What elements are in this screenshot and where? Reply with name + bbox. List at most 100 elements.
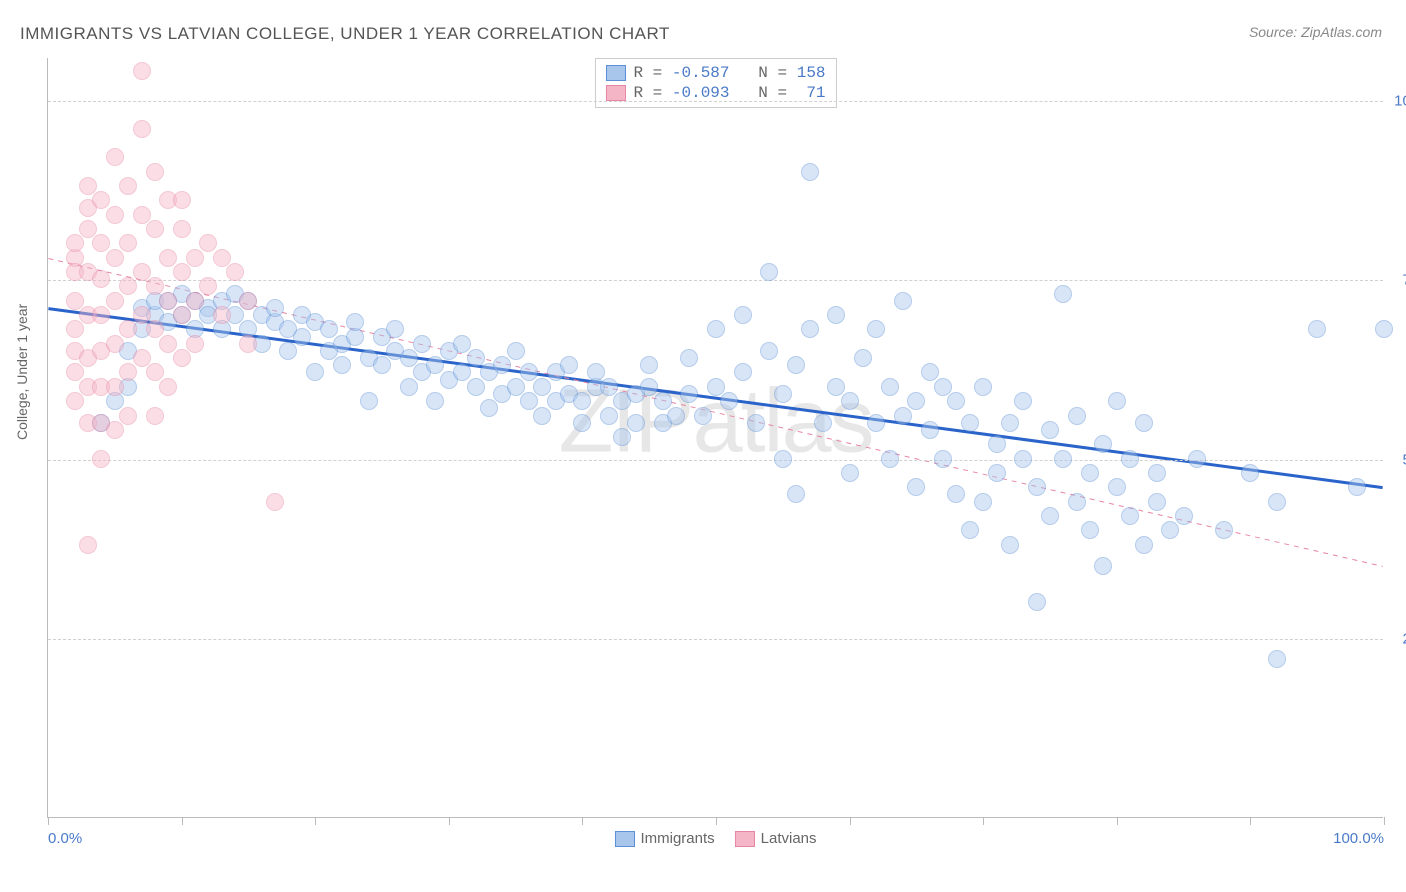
data-point [92, 306, 110, 324]
legend-item: Immigrants [614, 830, 714, 847]
data-point [854, 349, 872, 367]
x-tick-label: 100.0% [1333, 830, 1384, 847]
data-point [1188, 450, 1206, 468]
data-point [894, 407, 912, 425]
data-point [1148, 464, 1166, 482]
data-point [79, 177, 97, 195]
data-point [173, 349, 191, 367]
data-point [239, 292, 257, 310]
data-point [1121, 507, 1139, 525]
data-point [627, 414, 645, 432]
source-attribution: Source: ZipAtlas.com [1249, 24, 1382, 40]
data-point [760, 263, 778, 281]
data-point [159, 378, 177, 396]
x-tick [1250, 817, 1251, 825]
gridline [48, 460, 1383, 461]
data-point [146, 220, 164, 238]
data-point [106, 206, 124, 224]
data-point [947, 485, 965, 503]
data-point [92, 191, 110, 209]
data-point [707, 378, 725, 396]
data-point [694, 407, 712, 425]
data-point [373, 356, 391, 374]
data-point [1001, 414, 1019, 432]
data-point [400, 349, 418, 367]
data-point [159, 292, 177, 310]
data-point [66, 320, 84, 338]
data-point [907, 392, 925, 410]
data-point [213, 249, 231, 267]
data-point [1054, 450, 1072, 468]
data-point [346, 313, 364, 331]
data-point [467, 349, 485, 367]
stats-text: R = -0.093 N = 71 [633, 84, 825, 102]
legend-swatch [735, 831, 755, 847]
data-point [520, 392, 538, 410]
data-point [1135, 536, 1153, 554]
data-point [507, 342, 525, 360]
data-point [66, 392, 84, 410]
data-point [173, 263, 191, 281]
data-point [1161, 521, 1179, 539]
data-point [1241, 464, 1259, 482]
gridline [48, 101, 1383, 102]
data-point [106, 292, 124, 310]
data-point [119, 320, 137, 338]
data-point [774, 450, 792, 468]
x-tick-label: 0.0% [48, 830, 82, 847]
data-point [467, 378, 485, 396]
data-point [787, 356, 805, 374]
data-point [133, 62, 151, 80]
data-point [734, 306, 752, 324]
data-point [734, 363, 752, 381]
data-point [894, 292, 912, 310]
data-point [1268, 650, 1286, 668]
data-point [293, 328, 311, 346]
data-point [707, 320, 725, 338]
data-point [774, 385, 792, 403]
data-point [720, 392, 738, 410]
data-point [146, 363, 164, 381]
data-point [199, 277, 217, 295]
data-point [600, 378, 618, 396]
data-point [600, 407, 618, 425]
data-point [667, 407, 685, 425]
data-point [921, 421, 939, 439]
data-point [1121, 450, 1139, 468]
data-point [186, 292, 204, 310]
x-tick [1117, 817, 1118, 825]
data-point [119, 407, 137, 425]
data-point [320, 320, 338, 338]
stats-row: R = -0.093 N = 71 [605, 83, 825, 103]
data-point [146, 163, 164, 181]
data-point [934, 450, 952, 468]
data-point [947, 392, 965, 410]
data-point [1068, 407, 1086, 425]
data-point [119, 277, 137, 295]
data-point [360, 392, 378, 410]
data-point [1081, 464, 1099, 482]
data-point [533, 407, 551, 425]
data-point [1068, 493, 1086, 511]
x-tick [48, 817, 49, 825]
y-axis-label: College, Under 1 year [14, 304, 30, 440]
data-point [988, 435, 1006, 453]
data-point [106, 249, 124, 267]
data-point [1028, 478, 1046, 496]
data-point [841, 392, 859, 410]
data-point [306, 363, 324, 381]
data-point [827, 306, 845, 324]
y-tick-label: 75.0% [1402, 272, 1406, 289]
data-point [173, 220, 191, 238]
data-point [186, 335, 204, 353]
data-point [1135, 414, 1153, 432]
data-point [413, 335, 431, 353]
data-point [279, 342, 297, 360]
data-point [974, 378, 992, 396]
data-point [79, 536, 97, 554]
data-point [146, 277, 164, 295]
data-point [426, 392, 444, 410]
data-point [1028, 593, 1046, 611]
x-tick [582, 817, 583, 825]
data-point [133, 349, 151, 367]
